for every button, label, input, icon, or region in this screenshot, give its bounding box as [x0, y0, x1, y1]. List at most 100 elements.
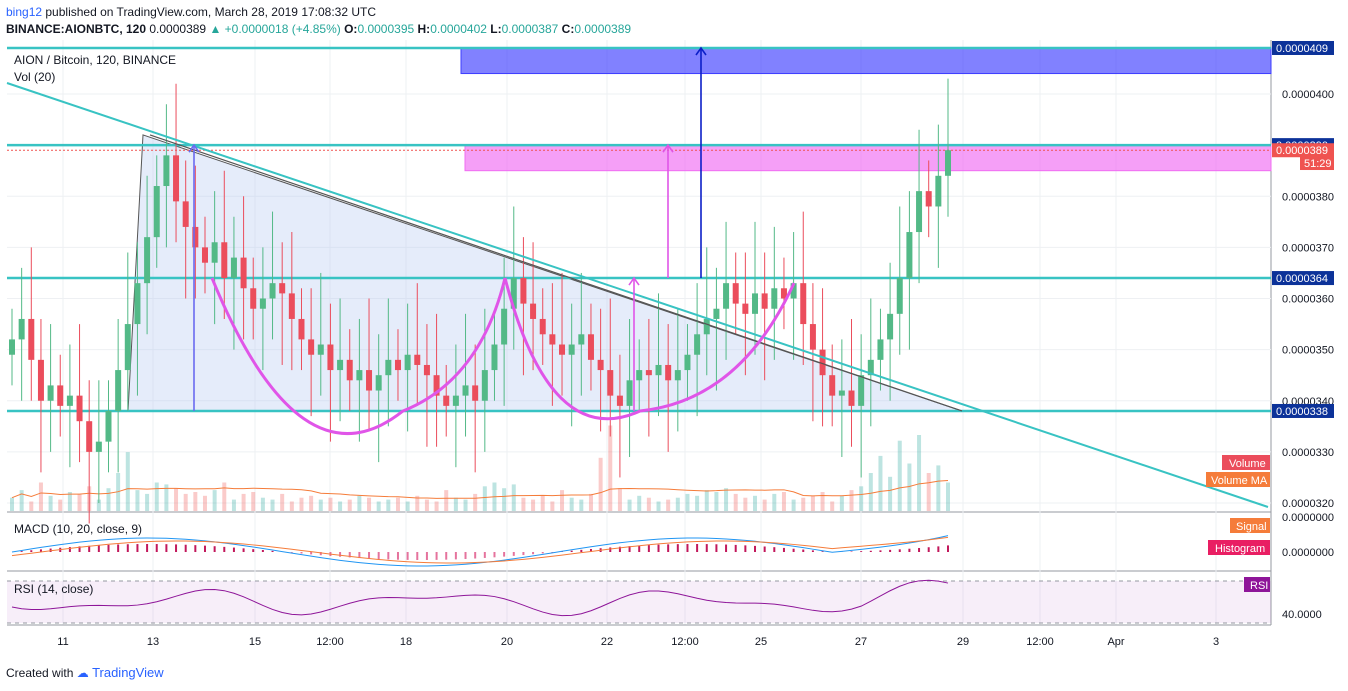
- price-badge-text: 0.0000338: [1276, 406, 1328, 418]
- cup-arc: [210, 277, 507, 436]
- price-badge-text: 0.0000409: [1276, 43, 1328, 55]
- macd-histogram-bar: [30, 550, 33, 552]
- volume-legend-badge: [1222, 455, 1270, 470]
- macd-tick: 0.0000000: [1282, 547, 1334, 559]
- time-tick: 15: [249, 636, 261, 648]
- candle-body: [452, 395, 459, 406]
- candle-body: [37, 359, 44, 401]
- macd-histogram-bar: [898, 549, 901, 552]
- candle-body: [423, 364, 430, 376]
- price-change: ▲ +0.0000018 (+4.85%): [209, 22, 341, 36]
- close-value: 0.0000389: [574, 22, 632, 36]
- macd-histogram-bar: [88, 545, 91, 552]
- rsi-title: RSI (14, close): [14, 582, 93, 596]
- candle-body: [269, 283, 276, 299]
- macd-histogram-bar: [782, 547, 785, 552]
- candle-body: [742, 303, 749, 314]
- volume-ma-legend-badge: [1206, 472, 1270, 487]
- created-with-label: Created with: [6, 666, 74, 680]
- candle-body: [472, 385, 479, 401]
- macd-histogram-bar: [387, 552, 390, 560]
- candle-body: [173, 155, 180, 202]
- volume-bar: [376, 501, 381, 511]
- candle-body: [896, 278, 903, 314]
- volume-bar: [675, 497, 680, 511]
- target-zone: [460, 47, 1272, 75]
- price-badge: [1272, 403, 1334, 418]
- volume-bar: [328, 497, 333, 511]
- candle-body: [723, 283, 730, 309]
- candle-body: [501, 308, 508, 345]
- candle-body: [240, 257, 247, 289]
- volume-bar: [299, 497, 304, 511]
- price-badge-text: 0.0000389: [1276, 145, 1328, 157]
- volume-bar: [58, 499, 63, 511]
- macd-histogram-bar: [927, 547, 930, 552]
- volume-bar: [531, 499, 536, 511]
- price-tick: 0.0000360: [1282, 294, 1334, 306]
- volume-bar: [19, 490, 24, 511]
- macd-histogram-bar: [947, 545, 949, 552]
- candle-body: [404, 354, 411, 371]
- macd-histogram-bar: [348, 552, 351, 558]
- macd-histogram-bar: [792, 548, 795, 552]
- chart-title: AION / Bitcoin, 120, BINANCE: [14, 53, 176, 67]
- macd-histogram-bar: [609, 547, 612, 552]
- macd-histogram-bar: [618, 546, 621, 552]
- target-arrow-head: [695, 46, 707, 56]
- candle-body: [520, 278, 527, 304]
- volume-bar: [617, 488, 622, 511]
- author-link[interactable]: bing12: [6, 5, 43, 19]
- time-tick: Apr: [1107, 636, 1124, 648]
- macd-histogram-bar: [454, 552, 457, 560]
- volume-bar: [502, 488, 507, 511]
- target-zone: [464, 144, 1272, 172]
- volume-bar: [868, 473, 873, 511]
- macd-histogram-bar: [889, 549, 892, 552]
- volume-bar: [598, 457, 603, 511]
- chart-area[interactable]: 0.0000400 0.0000380 0.0000370 0.0000360 0.00…: [0, 40, 1348, 662]
- tradingview-brand[interactable]: TradingView: [92, 665, 164, 680]
- macd-histogram-bar: [184, 544, 187, 552]
- price-badge: [1272, 143, 1334, 158]
- volume-bar: [560, 490, 565, 511]
- macd-histogram-bar: [503, 552, 506, 557]
- volume-bar: [318, 499, 323, 511]
- candle-body: [337, 359, 344, 371]
- candle-body: [761, 293, 768, 309]
- volume-bar: [395, 497, 400, 511]
- macd-histogram-bar: [242, 548, 245, 552]
- open-label: O:: [344, 22, 358, 36]
- macd-histogram-bar: [146, 544, 149, 552]
- time-tick: 12:00: [671, 636, 699, 648]
- rsi-tick: 40.0000: [1282, 609, 1322, 621]
- volume-bar: [743, 497, 748, 511]
- macd-histogram-bar: [310, 552, 313, 555]
- volume-bar: [106, 488, 111, 511]
- cup-arc: [503, 277, 796, 421]
- macd-histogram-bar: [425, 552, 428, 560]
- volume-bar: [936, 465, 941, 511]
- macd-histogram-bar: [126, 544, 129, 552]
- volume-bar: [48, 495, 53, 511]
- price-badge: [1272, 271, 1334, 286]
- macd-histogram-bar: [483, 552, 486, 558]
- time-tick: 12:00: [316, 636, 344, 648]
- price-tick: 0.0000320: [1282, 498, 1334, 510]
- macd-histogram-bar: [377, 552, 380, 560]
- volume-bar: [202, 495, 207, 511]
- volume-bar: [280, 493, 285, 511]
- volume-bar: [453, 497, 458, 511]
- volume-bar: [405, 501, 410, 511]
- symbol-ohlc-line: BINANCE:AIONBTC, 120 0.0000389 ▲ +0.0000…: [6, 22, 631, 36]
- volume-bars: [10, 425, 950, 511]
- volume-bar: [772, 493, 777, 511]
- candle-body: [66, 395, 73, 406]
- volume-bar: [849, 490, 854, 511]
- candle-body: [385, 359, 392, 376]
- signal-legend-badge: [1230, 518, 1270, 533]
- candle-body: [394, 359, 401, 371]
- price-tick: 0.0000400: [1282, 89, 1334, 101]
- volume-ma-line: [11, 480, 949, 499]
- volume-bar: [753, 495, 758, 511]
